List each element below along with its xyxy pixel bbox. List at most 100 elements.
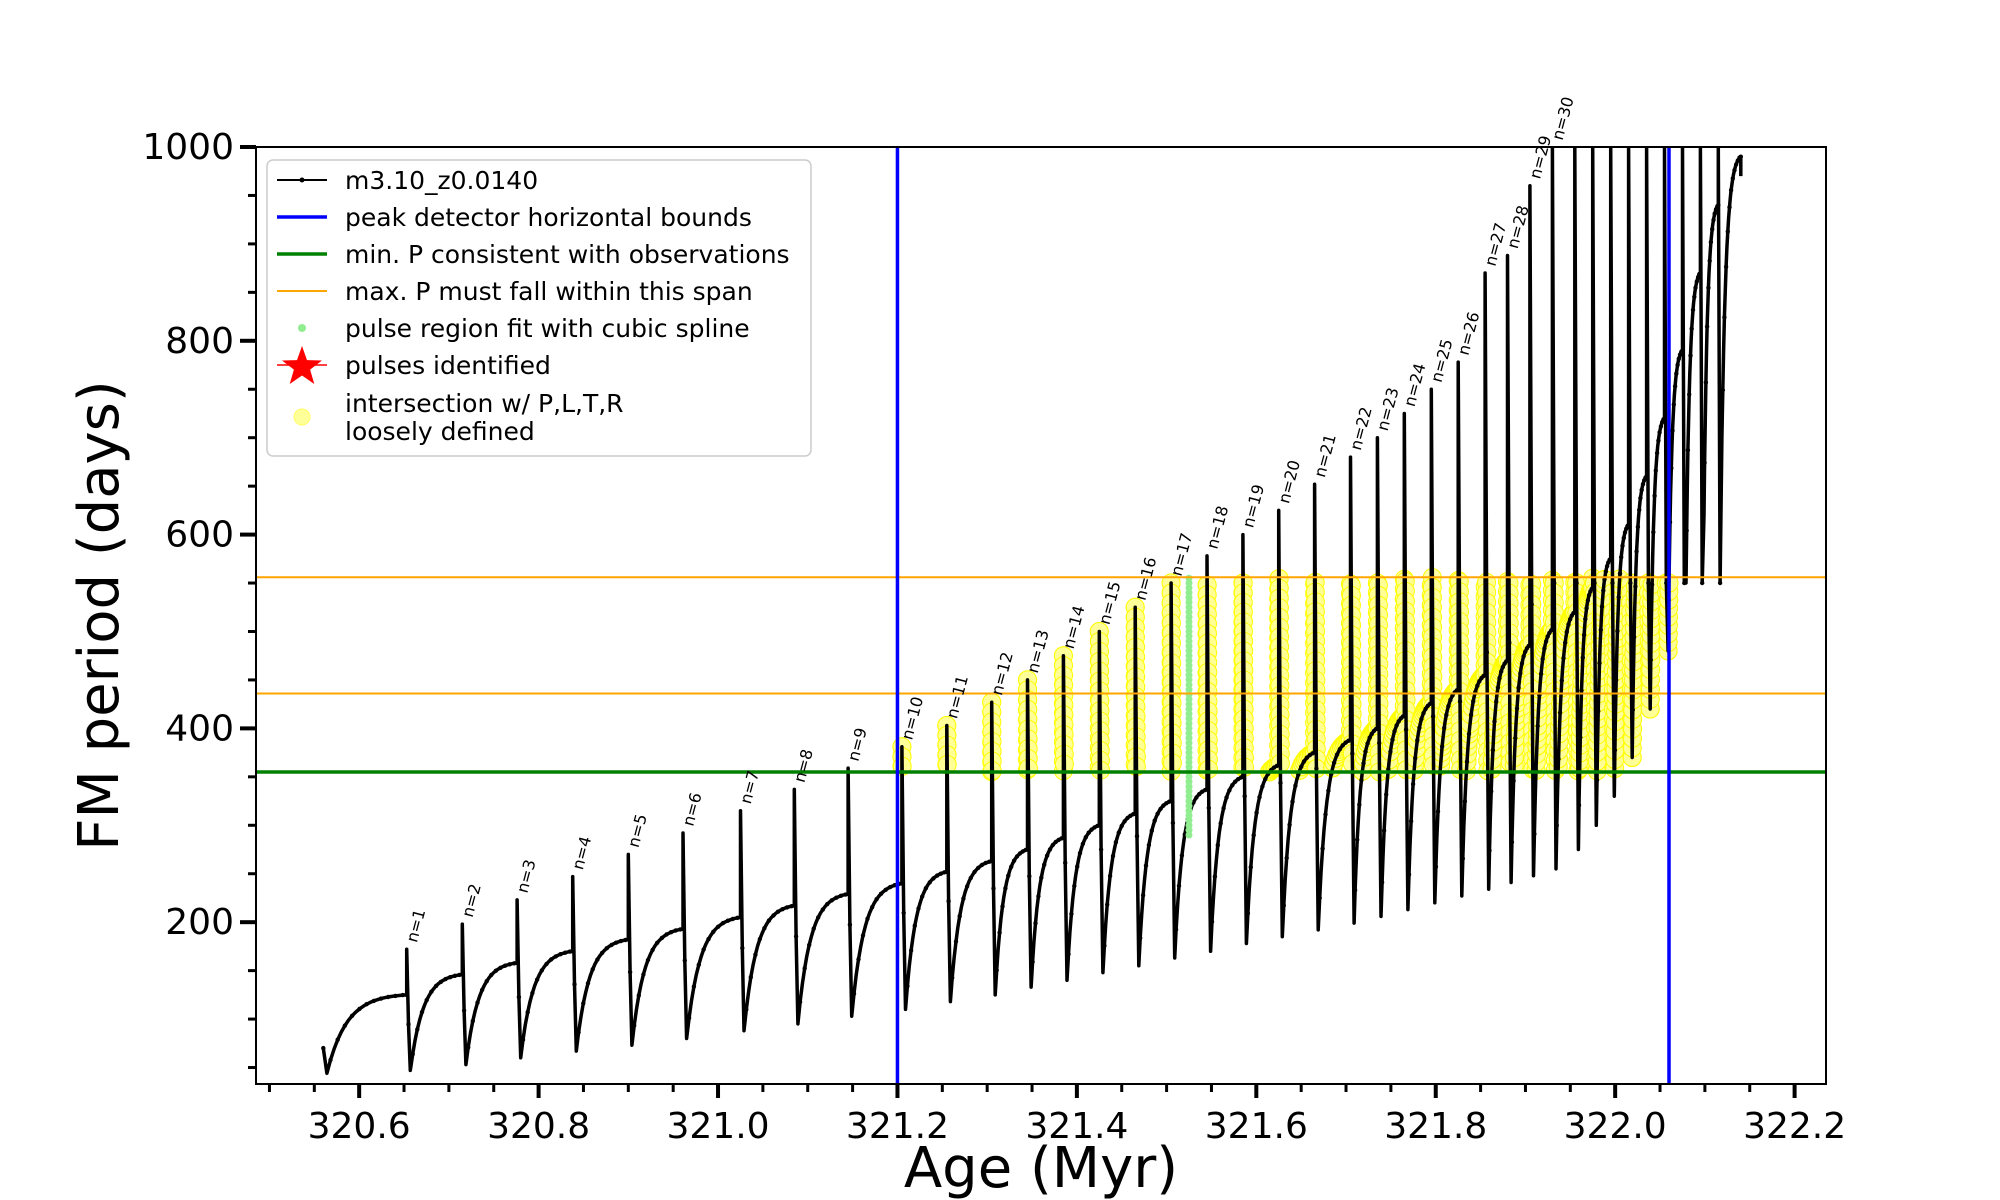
track-point (1586, 592, 1592, 598)
track-point (1402, 713, 1407, 718)
track-point (1331, 760, 1337, 765)
track-point (961, 896, 966, 901)
spline-point (1185, 628, 1193, 635)
track-point (972, 869, 977, 875)
y-tick-label: 800 (165, 321, 234, 362)
track-point (1552, 580, 1557, 586)
track-point (1738, 154, 1744, 159)
track-point (1209, 919, 1215, 924)
track-point (1583, 616, 1588, 622)
track-point (923, 886, 929, 891)
track-point (1597, 661, 1602, 666)
track-point (1604, 564, 1610, 569)
track-point (757, 936, 763, 942)
track-point (793, 934, 799, 939)
spline-region (1185, 574, 1193, 839)
track-point (784, 905, 790, 910)
x-tick-label: 321.0 (666, 1106, 769, 1147)
track-point (1505, 658, 1510, 663)
track-point (816, 915, 821, 920)
pulse-label-n5: n=5 (624, 812, 651, 850)
track-point (1033, 921, 1038, 926)
track-point (1694, 279, 1700, 284)
track-point (1215, 843, 1221, 848)
track-point (1050, 842, 1056, 848)
track-point (613, 940, 619, 945)
track-point (1516, 685, 1521, 690)
track-point (682, 958, 687, 963)
track-point (1602, 577, 1607, 582)
track-point (931, 876, 936, 881)
spline-point (1185, 826, 1193, 834)
track-point (1675, 362, 1680, 368)
track-point (520, 1037, 526, 1043)
pulse-label-n6: n=6 (679, 791, 706, 829)
track-point (1304, 755, 1310, 760)
track-point (1617, 571, 1623, 576)
track-point (1513, 735, 1518, 741)
track-point (1006, 873, 1011, 878)
star-icon (282, 346, 322, 384)
spline-point (1185, 710, 1193, 718)
track-point (1482, 672, 1488, 678)
track-point (691, 984, 697, 989)
track-point (1492, 719, 1497, 724)
track-point (1572, 609, 1578, 615)
track-point (1390, 737, 1395, 742)
spline-point (1185, 729, 1193, 737)
track-point (1363, 749, 1368, 754)
track-point (1102, 943, 1107, 948)
track-point (1415, 738, 1420, 743)
track-point (386, 994, 391, 1000)
track-point (1656, 438, 1661, 443)
track-point (686, 1015, 692, 1021)
track-point (1340, 743, 1346, 748)
track-point (371, 998, 376, 1004)
track-point (1218, 821, 1223, 826)
spline-point (1185, 754, 1193, 761)
track-point (516, 994, 522, 1000)
track-point (1670, 428, 1675, 433)
track-point (539, 968, 544, 973)
track-point (1408, 819, 1414, 824)
spline-point (1185, 807, 1193, 815)
spline-point (1185, 783, 1193, 790)
track-point (1579, 688, 1584, 693)
track-point (851, 991, 857, 996)
track-point (748, 975, 753, 980)
track-point (1653, 468, 1659, 473)
track-point (1712, 211, 1717, 216)
track-point (968, 875, 973, 881)
track-point (1075, 864, 1080, 869)
track-point (1614, 677, 1619, 683)
track-point (1119, 823, 1124, 829)
pulse-label-n20: n=20 (1274, 458, 1304, 505)
track-point (1439, 744, 1445, 749)
track-point (1429, 701, 1434, 706)
legend-label: max. P must fall within this span (345, 277, 753, 306)
track-point (1009, 864, 1014, 869)
track-point (1446, 703, 1451, 709)
track-point (946, 899, 951, 904)
track-point (1615, 629, 1620, 634)
track-point (1260, 784, 1265, 789)
track-point (1652, 493, 1657, 498)
x-tick-label: 320.6 (308, 1106, 411, 1147)
track-point (572, 982, 577, 987)
track-point (845, 891, 851, 897)
track-point (1134, 834, 1140, 839)
track-point (1435, 809, 1441, 814)
track-point (1061, 835, 1066, 841)
track-point (1687, 392, 1692, 397)
track-point (498, 965, 503, 970)
track-point (927, 880, 932, 885)
track-point (452, 973, 458, 978)
track-point (548, 957, 554, 962)
track-point (964, 884, 970, 889)
track-point (1361, 761, 1366, 766)
track-point (1413, 756, 1418, 761)
track-point (1580, 655, 1586, 660)
track-point (1592, 580, 1597, 586)
y-tick-label: 200 (165, 902, 234, 943)
